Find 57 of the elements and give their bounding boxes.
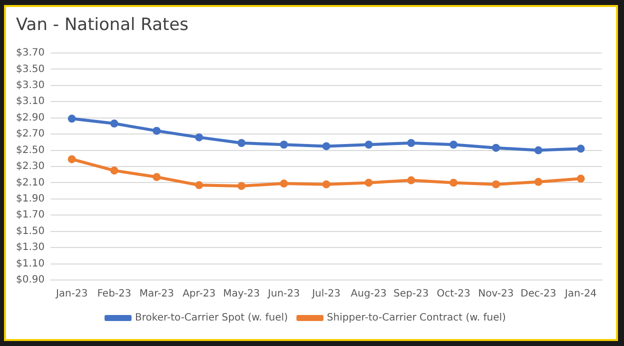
point bbox=[110, 120, 118, 128]
y-tick-label: $2.30 bbox=[16, 161, 45, 172]
y-tick-label: $2.10 bbox=[16, 177, 45, 188]
point bbox=[195, 181, 204, 190]
point bbox=[322, 142, 330, 150]
y-tick-label: $1.90 bbox=[16, 194, 45, 205]
x-tick-label: Apr-23 bbox=[182, 288, 216, 300]
x-tick-label: Jun-23 bbox=[266, 288, 300, 300]
point bbox=[492, 180, 500, 188]
chart-title: Van - National Rates bbox=[16, 15, 189, 35]
point bbox=[237, 182, 246, 190]
y-tick-label: $3.50 bbox=[16, 64, 45, 75]
x-tick-label: Feb-23 bbox=[97, 288, 132, 300]
point bbox=[407, 176, 416, 184]
point bbox=[450, 178, 458, 187]
y-tick-label: $3.30 bbox=[16, 80, 45, 92]
point bbox=[407, 138, 416, 147]
point bbox=[492, 144, 500, 152]
y-tick-label: $3.70 bbox=[16, 48, 45, 59]
x-tick-label: Sep-23 bbox=[394, 288, 429, 300]
legend-label: Shipper-to-Carrier Contract (w. fuel) bbox=[326, 312, 506, 324]
point bbox=[576, 144, 585, 153]
y-tick-label: $1.10 bbox=[16, 258, 45, 270]
x-tick-label: Jul-23 bbox=[311, 288, 341, 300]
legend-label: Broker-to-Carrier Spot (w. fuel) bbox=[135, 312, 288, 324]
point bbox=[364, 140, 373, 149]
point bbox=[534, 146, 542, 154]
y-tick-label: $1.70 bbox=[16, 210, 45, 221]
y-tick-label: $3.10 bbox=[16, 96, 45, 108]
x-tick-label: May-23 bbox=[223, 288, 260, 300]
x-tick-label: Oct-23 bbox=[436, 288, 470, 300]
x-tick-label: Nov-23 bbox=[478, 288, 514, 300]
point bbox=[237, 138, 246, 147]
y-tick-label: $2.50 bbox=[16, 144, 45, 156]
y-tick-label: $1.30 bbox=[16, 242, 45, 254]
point bbox=[450, 140, 458, 149]
point bbox=[322, 180, 330, 188]
point bbox=[110, 166, 118, 175]
x-tick-label: Jan-24 bbox=[564, 288, 597, 300]
point bbox=[534, 178, 542, 186]
x-tick-label: Dec-23 bbox=[520, 288, 556, 300]
point bbox=[280, 180, 288, 188]
point bbox=[68, 114, 76, 123]
point bbox=[152, 173, 161, 182]
point bbox=[68, 155, 76, 164]
x-tick-label: Mar-23 bbox=[139, 288, 174, 300]
point bbox=[576, 174, 585, 183]
point bbox=[152, 126, 161, 135]
y-tick-label: $2.90 bbox=[16, 112, 45, 124]
x-tick-label: Jan-23 bbox=[54, 288, 88, 300]
point bbox=[195, 133, 204, 142]
y-tick-label: $0.90 bbox=[16, 274, 45, 286]
y-tick-label: $1.50 bbox=[16, 226, 45, 237]
point bbox=[280, 140, 288, 149]
point bbox=[364, 178, 373, 187]
y-tick-label: $2.70 bbox=[16, 128, 45, 140]
x-tick-label: Aug-23 bbox=[350, 288, 387, 300]
